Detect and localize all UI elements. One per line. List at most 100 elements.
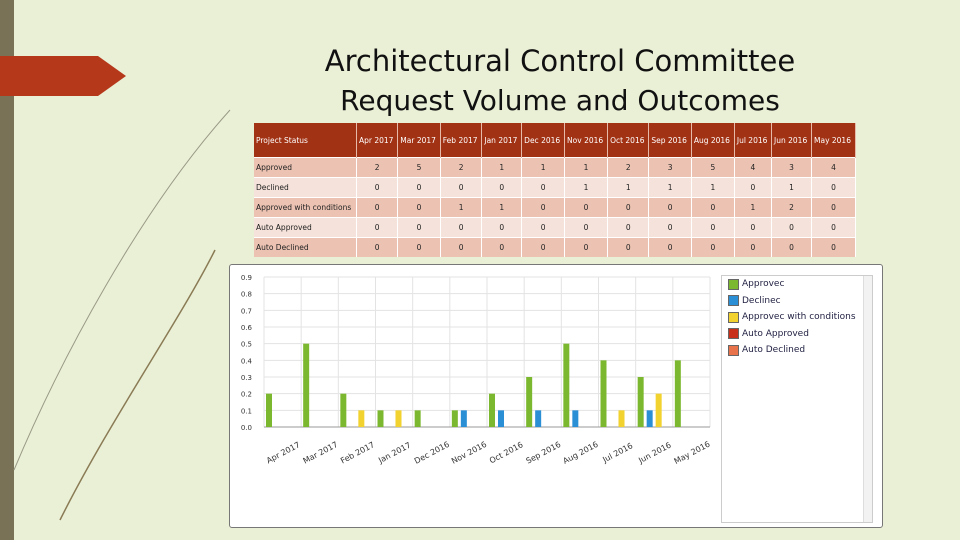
legend-item[interactable]: Approvec [722, 276, 872, 293]
bar-approvec [414, 410, 421, 427]
table-cell: 0 [771, 217, 812, 238]
bar-approvec [303, 343, 310, 427]
x-tick-label: Nov 2016 [450, 440, 488, 466]
legend-swatch-auto-approved [728, 328, 739, 340]
table-cell: 1 [607, 177, 650, 198]
table-header-row: Project Status Apr 2017 Mar 2017 Feb 201… [254, 123, 856, 158]
legend-swatch-approved-with-conditions [728, 311, 739, 323]
table-cell: 0 [607, 197, 650, 218]
column-header: Dec 2016 [521, 123, 566, 158]
table-cell: 0 [691, 197, 735, 218]
x-tick-label: Jan 2017 [376, 441, 412, 466]
table-cell: 0 [734, 237, 773, 257]
y-tick-label: 0.6 [241, 324, 253, 332]
table-cell: 3 [771, 157, 812, 178]
y-tick-label: 0.7 [241, 307, 252, 315]
table-cell: 0 [521, 237, 566, 257]
slide-subtitle: Request Volume and Outcomes [340, 84, 780, 117]
table-row: Approved with conditions 0 0 1 1 0 0 0 0… [254, 197, 856, 218]
header-project-status: Project Status [254, 123, 357, 158]
bar-declinec [498, 410, 504, 427]
table-cell: 0 [771, 237, 812, 257]
table-cell: 1 [481, 197, 523, 218]
bar-approvec [600, 360, 607, 427]
chart-panel: 0.9 0.8 0.7 0.6 0.5 0.4 0.3 0.2 0.1 0.0 Apr 2017 Ma… [229, 264, 883, 528]
chart-legend: Approvec Declinec Approvec with conditio… [721, 275, 873, 523]
title-arrow-tip [98, 56, 126, 96]
legend-swatch-declined [728, 295, 739, 307]
x-tick-label: Jul 2016 [600, 441, 634, 465]
table-cell: 0 [607, 237, 650, 257]
table-cell: 0 [648, 217, 692, 238]
table-cell: 0 [734, 217, 773, 238]
legend-item[interactable]: Auto Declined [722, 342, 872, 359]
decorative-lines [13, 109, 231, 521]
table-cell: 0 [811, 217, 856, 238]
legend-item[interactable]: Declinec [722, 293, 872, 310]
y-tick-label: 0.5 [241, 341, 252, 349]
table-row: Approved 2 5 2 1 1 1 2 3 5 4 3 4 [254, 157, 856, 178]
bar-approvec [377, 410, 384, 427]
table-cell: 0 [607, 217, 650, 238]
x-tick-label: Feb 2017 [339, 440, 376, 465]
legend-item[interactable]: Auto Approved [722, 326, 872, 343]
x-tick-label: Mar 2017 [302, 440, 340, 466]
table-cell: 0 [440, 237, 483, 257]
bar-approvec [637, 377, 644, 427]
table-cell: 0 [356, 177, 399, 198]
column-header: Jun 2016 [771, 123, 812, 158]
table-cell: 0 [481, 177, 523, 198]
bar-approvec [526, 377, 533, 427]
legend-swatch-approved [728, 278, 739, 290]
table-cell: 0 [811, 177, 856, 198]
column-header: Feb 2017 [440, 123, 483, 158]
row-label: Auto Declined [254, 237, 357, 257]
bar-declinec [646, 410, 653, 427]
table-cell: 0 [521, 177, 566, 198]
x-tick-label: Aug 2016 [561, 440, 599, 466]
table-cell: 0 [397, 177, 441, 198]
column-header: May 2016 [811, 123, 856, 158]
table-cell: 4 [734, 157, 773, 178]
bar-approvec [451, 410, 458, 427]
row-label: Declined [254, 177, 357, 198]
legend-item[interactable]: Approvec with conditions [722, 309, 872, 326]
table-cell: 5 [691, 157, 735, 178]
table-cell: 1 [440, 197, 483, 218]
table-cell: 0 [397, 197, 441, 218]
bar-approvec [489, 393, 495, 427]
table-row: Auto Approved 0 0 0 0 0 0 0 0 0 0 0 0 [254, 217, 856, 238]
table-cell: 4 [811, 157, 856, 178]
y-tick-label: 0.2 [241, 391, 252, 399]
table-cell: 0 [648, 197, 692, 218]
row-label: Approved with conditions [254, 197, 357, 218]
legend-label: Declinec [742, 295, 781, 306]
x-tick-label: Jun 2016 [636, 441, 672, 466]
table-cell: 2 [356, 157, 399, 178]
table-cell: 0 [564, 197, 609, 218]
status-table: Project Status Apr 2017 Mar 2017 Feb 201… [254, 123, 856, 257]
table-cell: 0 [481, 217, 523, 238]
table-cell: 0 [440, 177, 483, 198]
table-cell: 2 [607, 157, 650, 178]
table-cell: 0 [521, 197, 566, 218]
table-cell: 1 [771, 177, 812, 198]
y-tick-label: 0.3 [241, 374, 252, 382]
bar-approvec-with-conditions [618, 410, 625, 427]
y-tick-label: 0.0 [241, 424, 252, 432]
x-tick-label: May 2016 [673, 440, 712, 466]
table-cell: 0 [521, 217, 566, 238]
table-cell: 1 [734, 197, 773, 218]
bar-approvec-with-conditions [358, 410, 365, 427]
column-header: Nov 2016 [564, 123, 609, 158]
legend-scrollbar[interactable] [863, 276, 872, 522]
legend-label: Approvec with conditions [742, 312, 856, 323]
x-tick-label: Dec 2016 [413, 440, 451, 466]
column-header: Jul 2016 [734, 123, 773, 158]
bar-declinec [460, 410, 467, 427]
slide-title: Architectural Control Committee [324, 44, 796, 78]
table-cell: 0 [397, 217, 441, 238]
table-row: Auto Declined 0 0 0 0 0 0 0 0 0 0 0 0 [254, 237, 856, 257]
table-cell: 0 [648, 237, 692, 257]
